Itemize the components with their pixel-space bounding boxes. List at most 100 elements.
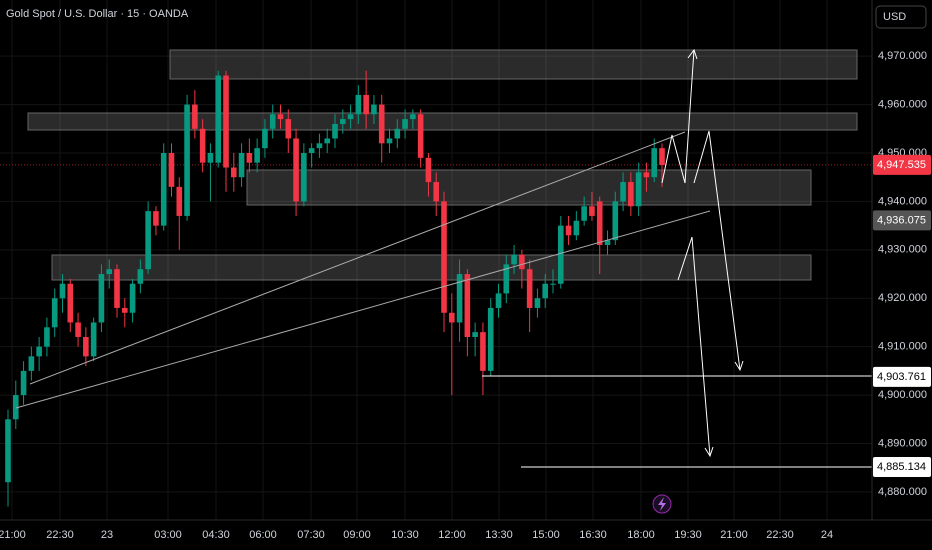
- price-label-box: [873, 457, 931, 478]
- candle-body: [153, 211, 159, 226]
- candle-body: [589, 206, 595, 216]
- candle-body: [168, 152, 175, 187]
- candle-body: [44, 327, 50, 347]
- x-tick-label: 16:30: [579, 529, 607, 541]
- price-label: 4,885.134: [877, 461, 926, 473]
- candle-body: [20, 370, 27, 396]
- candle-body: [363, 94, 369, 115]
- candle-body: [448, 312, 455, 323]
- path-arrow: [693, 130, 741, 371]
- candle-body: [285, 119, 292, 139]
- candle-body: [5, 419, 11, 483]
- candle-body: [596, 201, 603, 245]
- x-tick-label: 10:30: [391, 529, 419, 541]
- x-tick-label: 24: [821, 529, 833, 541]
- x-tick-label: 13:30: [485, 529, 513, 541]
- candles: [5, 70, 665, 507]
- currency-button[interactable]: [875, 5, 927, 29]
- candle-body: [75, 322, 81, 337]
- y-tick-label: 4,890.000: [878, 437, 927, 449]
- y-tick-label: 4,960.000: [878, 98, 927, 110]
- y-tick-label: 4,920.000: [878, 292, 927, 304]
- candle-body: [301, 152, 307, 202]
- candle-body: [36, 346, 42, 357]
- candle-body: [557, 225, 564, 284]
- x-tick-label: 21:00: [720, 529, 748, 541]
- zones: [27, 49, 858, 281]
- candle-body: [604, 240, 611, 245]
- candle-body: [83, 336, 89, 357]
- y-tick-label: 4,970.000: [878, 50, 927, 62]
- candle-body: [378, 104, 385, 144]
- trend-line: [15, 210, 711, 409]
- candle-body: [215, 75, 222, 163]
- x-tick-label: 09:00: [343, 529, 371, 541]
- currency: USD: [883, 11, 906, 23]
- candle-body: [238, 152, 245, 178]
- candle-body: [199, 128, 206, 163]
- candle-body: [526, 269, 533, 308]
- candle-body: [487, 307, 494, 371]
- candle-body: [402, 119, 408, 129]
- candle-body: [550, 283, 556, 285]
- arrow-head: [687, 48, 698, 60]
- x-tick-label: 22:30: [766, 529, 794, 541]
- candle-body: [339, 119, 346, 124]
- candle-body: [441, 201, 447, 313]
- candle-body: [643, 172, 650, 178]
- x-tick-label: 22:30: [46, 529, 74, 541]
- candle-body: [519, 254, 525, 270]
- y-tick-label: 4,910.000: [878, 341, 927, 353]
- candle-body: [106, 269, 113, 275]
- candle-body: [651, 148, 658, 178]
- candle-body: [230, 167, 237, 178]
- price-label-box: [873, 210, 931, 231]
- y-tick-label: 4,900.000: [878, 389, 927, 401]
- candle-body: [534, 298, 541, 308]
- candle-body: [90, 322, 97, 357]
- candle-body: [277, 114, 284, 120]
- candle-body: [316, 143, 323, 149]
- candle-body: [573, 220, 580, 236]
- candle-body: [223, 75, 229, 168]
- drawings: [15, 48, 872, 468]
- candle-body: [565, 225, 572, 236]
- price-label-box: [873, 366, 931, 387]
- candle-body: [308, 148, 315, 153]
- candle-body: [254, 148, 260, 163]
- candle-body: [503, 264, 510, 294]
- candle-body: [293, 138, 299, 202]
- price-label: 4,936.075: [877, 214, 926, 226]
- x-tick-label: 04:30: [202, 529, 230, 541]
- zone: [51, 254, 812, 281]
- x-tick-label: 03:00: [154, 529, 182, 541]
- candle-body: [12, 395, 19, 420]
- path-arrow: [661, 49, 695, 184]
- candle-body: [145, 211, 151, 270]
- candle-body: [114, 269, 120, 308]
- candle-body: [332, 123, 338, 139]
- candle-body: [659, 148, 665, 165]
- candle-body: [620, 182, 626, 202]
- grid: [0, 0, 872, 520]
- arrow-head: [704, 446, 714, 458]
- candle-body: [67, 283, 74, 323]
- candle-body: [121, 307, 128, 313]
- y-tick-label: 4,930.000: [878, 244, 927, 256]
- candle-body: [98, 274, 105, 323]
- candle-body: [472, 332, 478, 337]
- candle-body: [355, 94, 362, 115]
- candle-body: [480, 332, 486, 371]
- x-tick-label: 21:00: [0, 529, 26, 541]
- candle-body: [433, 182, 440, 202]
- zone: [27, 112, 858, 131]
- candle-body: [464, 274, 471, 337]
- zone: [246, 169, 812, 206]
- x-tick-label: 12:00: [438, 529, 466, 541]
- zone: [169, 49, 858, 80]
- candle-body: [410, 114, 416, 120]
- candle-body: [347, 114, 354, 120]
- candle-body: [207, 152, 214, 163]
